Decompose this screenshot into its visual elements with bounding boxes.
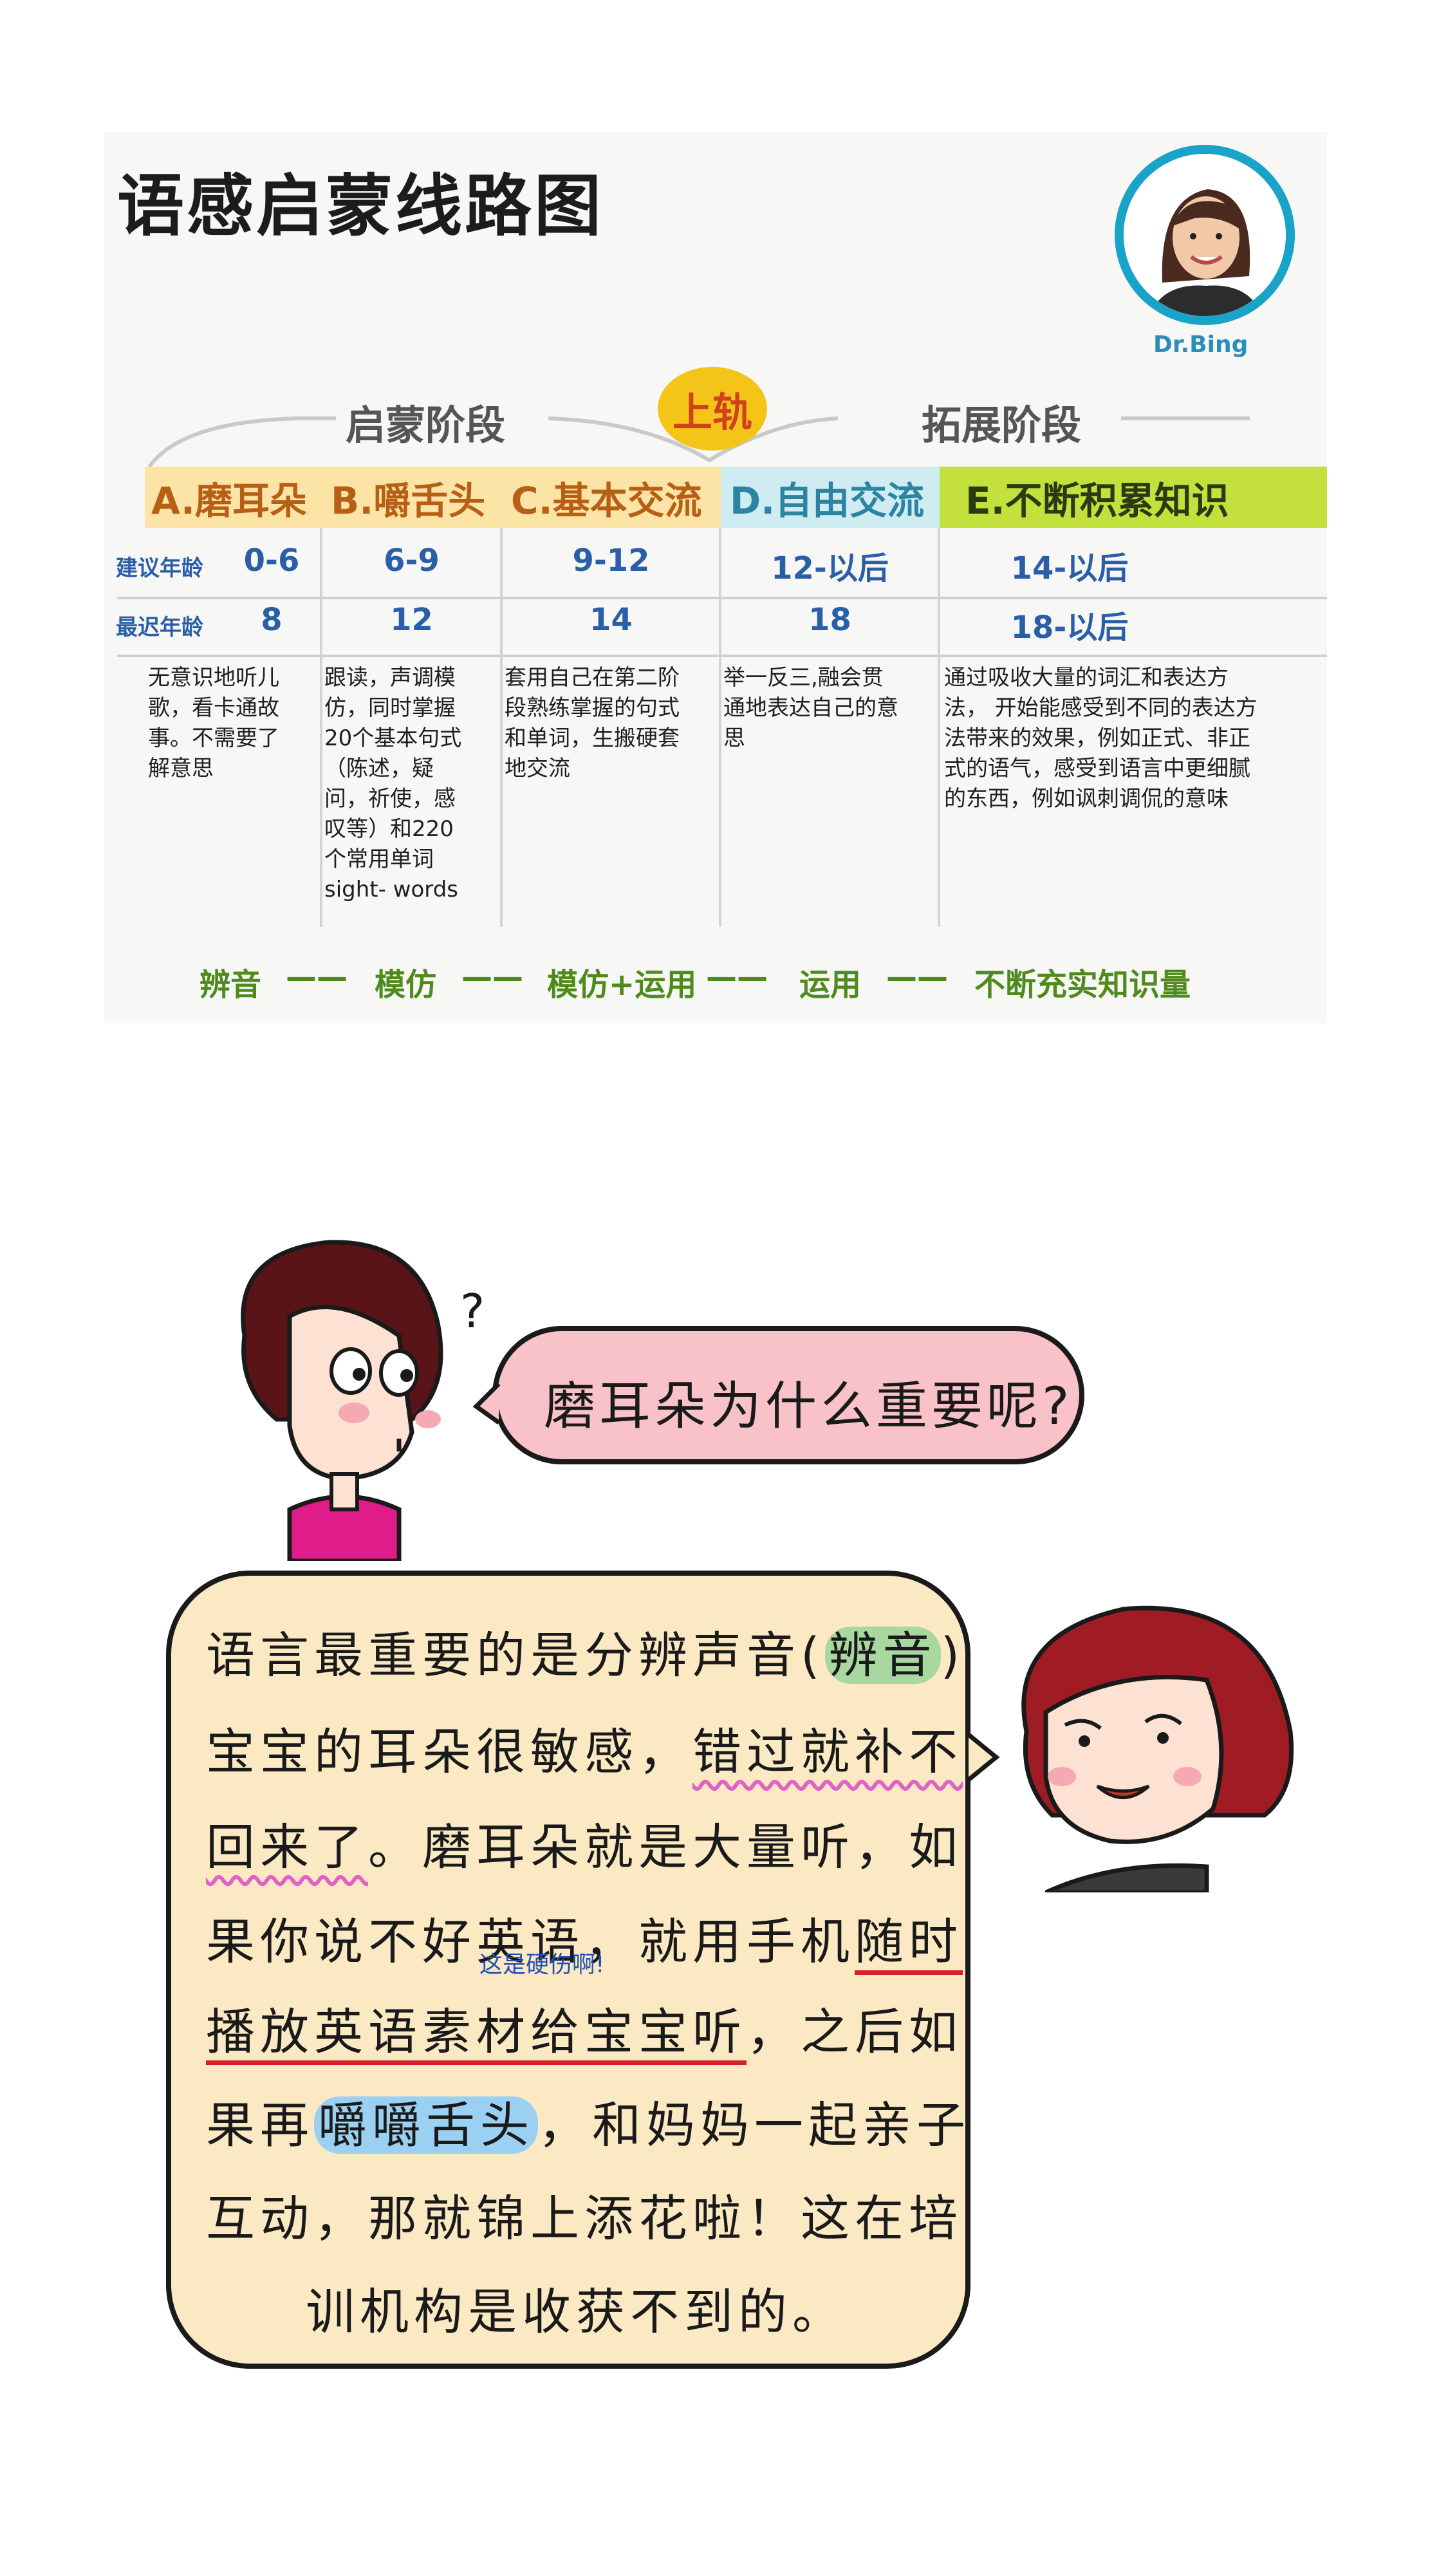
answer-line-6: 果再嚼嚼舌头，和妈妈一起亲子 — [206, 2096, 970, 2154]
desc-c: 套用自己在第二阶 段熟练掌握的句式 和单词，生搬硬套 地交流 — [505, 665, 680, 781]
desc-e: 通过吸收大量的词汇和表达方 法， 开始能感受到不同的表达方 法带来的效果，例如正… — [944, 665, 1258, 812]
header-d: D.自由交流 — [721, 467, 940, 528]
col-divider — [938, 528, 940, 927]
row-divider — [117, 655, 1327, 657]
flow-dash: —— — [461, 959, 523, 995]
col-divider — [500, 528, 503, 927]
answer-line-8: 训机构是收获不到的。 — [306, 2283, 846, 2340]
flow-step-knowledge: 不断充实知识量 — [974, 967, 1191, 1003]
flow-step-use: 运用 — [799, 967, 862, 1003]
answer-line-5: 播放英语素材给宝宝听，之后如 — [206, 1992, 963, 2065]
suggested-age-a: 0-6 — [243, 543, 300, 579]
latest-age-d: 18 — [808, 602, 851, 638]
answer-line-3: 回来了。磨耳朵就是大量听，如 — [206, 1818, 963, 1876]
col-divider — [719, 528, 721, 927]
flow-step-imitate-use: 模仿+运用 — [547, 967, 697, 1003]
flow-step-imitate: 模仿 — [375, 967, 437, 1003]
row-divider — [117, 597, 1327, 599]
header-a: A.磨耳朵 — [145, 467, 322, 528]
bubble-tail — [473, 1382, 501, 1424]
question-text: 磨耳朵为什么重要呢? — [544, 1376, 1073, 1436]
header-e: E.不断积累知识 — [940, 467, 1327, 528]
highlight-discern-sound: 辨音 — [824, 1627, 941, 1684]
desc-a: 无意识地听儿 歌，看卡通故 事。不需要了 解意思 — [148, 665, 279, 781]
desc-d: 举一反三,融会贯 通地表达自己的意 思 — [723, 665, 898, 751]
handwritten-note: 这是硬伤啊! — [479, 1952, 605, 1978]
bubble-tail — [967, 1733, 1000, 1782]
underline-miss-forever: 错过就补不 — [692, 1723, 963, 1780]
suggested-age-c: 9-12 — [572, 543, 650, 579]
avatar-name: Dr.Bing — [1153, 331, 1248, 358]
girl-character-illustration — [241, 1240, 443, 1561]
flow-dash: —— — [286, 959, 348, 995]
portrait-icon — [1124, 154, 1286, 316]
highlight-chew-tongue: 嚼嚼舌头 — [314, 2096, 538, 2154]
answer-line-4: 果你说不好英语，就用手机随时 — [206, 1902, 963, 1975]
answer-line-7: 互动，那就锦上添花啦！这在培 — [206, 2190, 963, 2247]
flow-dash: —— — [886, 959, 948, 995]
suggested-age-d: 12-以后 — [771, 550, 889, 586]
flow-step-listen: 辨音 — [200, 967, 262, 1003]
avatar — [1115, 145, 1295, 325]
underline-anytime: 随时 — [855, 1913, 963, 1975]
roadmap-title: 语感启蒙线路图 — [117, 167, 604, 245]
latest-age-c: 14 — [589, 602, 633, 638]
latest-age-a: 8 — [261, 602, 283, 638]
answer-speech-bubble — [166, 1571, 970, 2369]
flow-dash: —— — [706, 959, 768, 995]
answer-line-2: 宝宝的耳朵很敏感，错过就补不 — [206, 1723, 963, 1780]
suggested-age-label: 建议年龄 — [116, 555, 203, 581]
suggested-age-b: 6-9 — [384, 543, 440, 579]
col-divider — [320, 528, 322, 927]
question-speech-bubble — [492, 1326, 1084, 1464]
header-b: B.嚼舌头 — [322, 467, 502, 528]
desc-b: 跟读，声调模 仿，同时掌握 20个基本句式 （陈述，疑 问，祈使，感 叹等）和2… — [324, 665, 462, 902]
latest-age-label: 最迟年龄 — [116, 615, 203, 640]
stage-left-label: 启蒙阶段 — [346, 402, 506, 449]
onrail-badge: 上轨 — [658, 367, 767, 451]
latest-age-e: 18-以后 — [1010, 610, 1129, 646]
underline-play-materials: 播放英语素材给宝宝听 — [206, 2003, 747, 2065]
answer-line-1: 语言最重要的是分辨声音(辨音) — [206, 1627, 965, 1684]
latest-age-b: 12 — [390, 602, 433, 638]
suggested-age-e: 14-以后 — [1010, 550, 1129, 586]
question-mark: ? — [460, 1284, 485, 1338]
header-c: C.基本交流 — [502, 467, 721, 528]
answering-character-illustration — [1021, 1605, 1294, 1892]
roadmap-panel: 语感启蒙线路图 Dr.Bing 启蒙阶段 上轨 拓展阶段 A.磨耳朵 B.嚼舌头… — [104, 132, 1327, 1023]
stage-arc — [147, 416, 1250, 468]
stage-right-label: 拓展阶段 — [922, 402, 1082, 449]
